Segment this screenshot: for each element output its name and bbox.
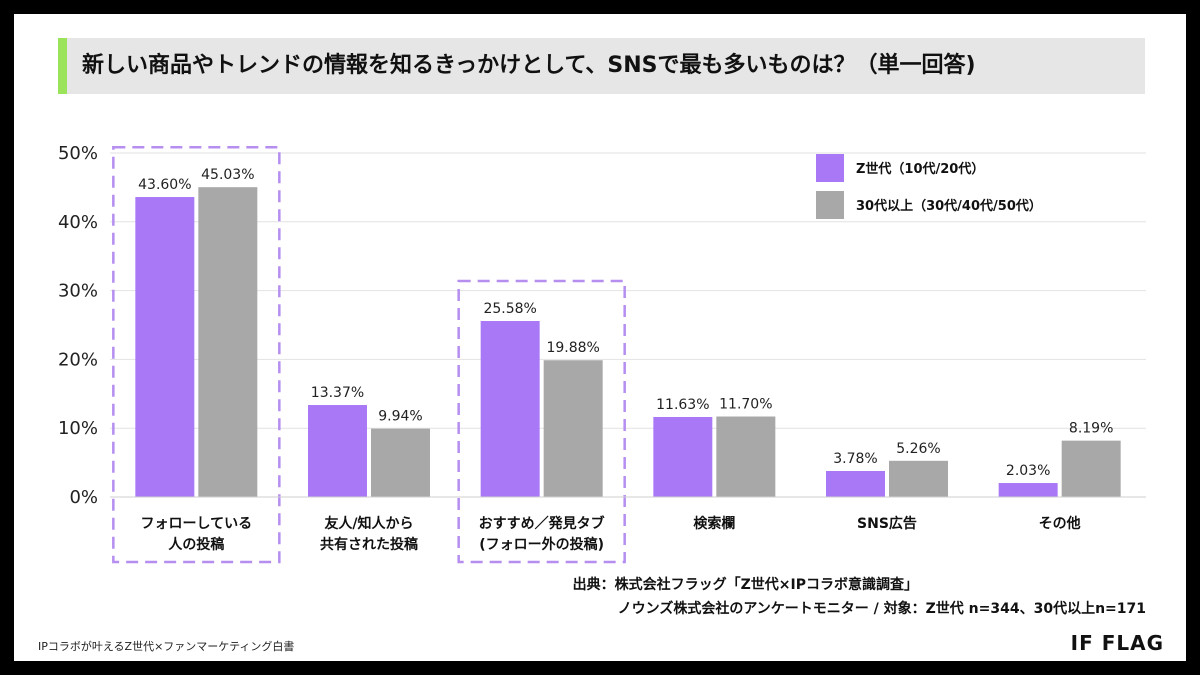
x-tick-label: フォローしている (141, 516, 253, 532)
bar-chart: 0% 10% 20% 30% 40% 50% 43.60% 13.37% 25.58% 11.63… (58, 143, 1146, 564)
y-tick-label: 40% (58, 212, 98, 233)
data-label: 2.03% (1006, 463, 1050, 479)
source-line-2: ノウンズ株式会社のアンケートモニター / 対象：Z世代 n=344、30代以上n… (617, 601, 1146, 617)
data-label: 25.58% (483, 301, 536, 317)
data-label: 5.26% (896, 441, 940, 457)
data-label: 19.88% (546, 340, 599, 356)
data-label: 45.03% (201, 167, 254, 183)
data-label: 11.70% (719, 397, 772, 413)
x-tick-label: 友人/知人から (324, 515, 413, 532)
data-label: 8.19% (1069, 421, 1113, 437)
bar-series-1 (480, 321, 540, 497)
legend-label: Z世代（10代/20代） (856, 161, 984, 177)
bar-series-2 (716, 416, 776, 497)
highlight-box (112, 145, 281, 564)
bar-series-2 (889, 460, 948, 497)
data-label: 13.37% (311, 385, 364, 401)
x-tick-label: SNS広告 (857, 515, 917, 532)
data-label: 9.94% (378, 409, 422, 425)
legend-label: 30代以上（30代/40代/50代） (856, 198, 1042, 214)
y-tick-label: 20% (58, 349, 98, 370)
slide-frame: 新しい商品やトレンドの情報を知るきっかけとして、SNSで最も多いものは？（単一回… (14, 14, 1186, 661)
data-label: 11.63% (656, 397, 709, 413)
bar-series-2 (371, 428, 430, 497)
footer-publication: IPコラボが叶えるZ世代×ファンマーケティング白書 (38, 640, 295, 653)
title-accent (58, 38, 67, 94)
y-tick-label: 50% (58, 143, 98, 164)
y-tick-label: 0% (69, 487, 98, 508)
y-tick-label: 10% (58, 418, 98, 439)
data-label: 3.78% (833, 451, 877, 467)
source-line-1: 出典：株式会社フラッグ「Z世代×IPコラボ意識調査」 (572, 577, 918, 593)
bar-series-1 (998, 483, 1058, 497)
legend-swatch (816, 191, 844, 219)
x-tick-label: その他 (1039, 515, 1081, 532)
x-tick-label: 検索欄 (693, 515, 735, 532)
title-bar: 新しい商品やトレンドの情報を知るきっかけとして、SNSで最も多いものは？（単一回… (58, 38, 1145, 94)
y-tick-label: 30% (58, 281, 98, 302)
bar-series-1 (135, 197, 195, 498)
data-label: 43.60% (138, 177, 191, 193)
bar-series-1 (653, 416, 713, 497)
bar-series-1 (826, 470, 885, 497)
x-tick-label: (フォロー外の投稿) (479, 536, 604, 553)
chart-title: 新しい商品やトレンドの情報を知るきっかけとして、SNSで最も多いものは？（単一回… (82, 53, 976, 78)
brand-logo: IF FLAG (1070, 631, 1164, 655)
highlight-box (457, 279, 626, 564)
bar-series-2 (198, 187, 258, 497)
x-tick-label: 人の投稿 (168, 536, 224, 553)
x-tick-label: 共有された投稿 (320, 536, 418, 553)
bar-series-2 (543, 360, 603, 497)
bar-series-2 (1061, 440, 1121, 497)
legend-swatch (816, 154, 844, 182)
bar-series-1 (308, 405, 367, 497)
x-tick-label: おすすめ／発見タブ (479, 515, 605, 532)
